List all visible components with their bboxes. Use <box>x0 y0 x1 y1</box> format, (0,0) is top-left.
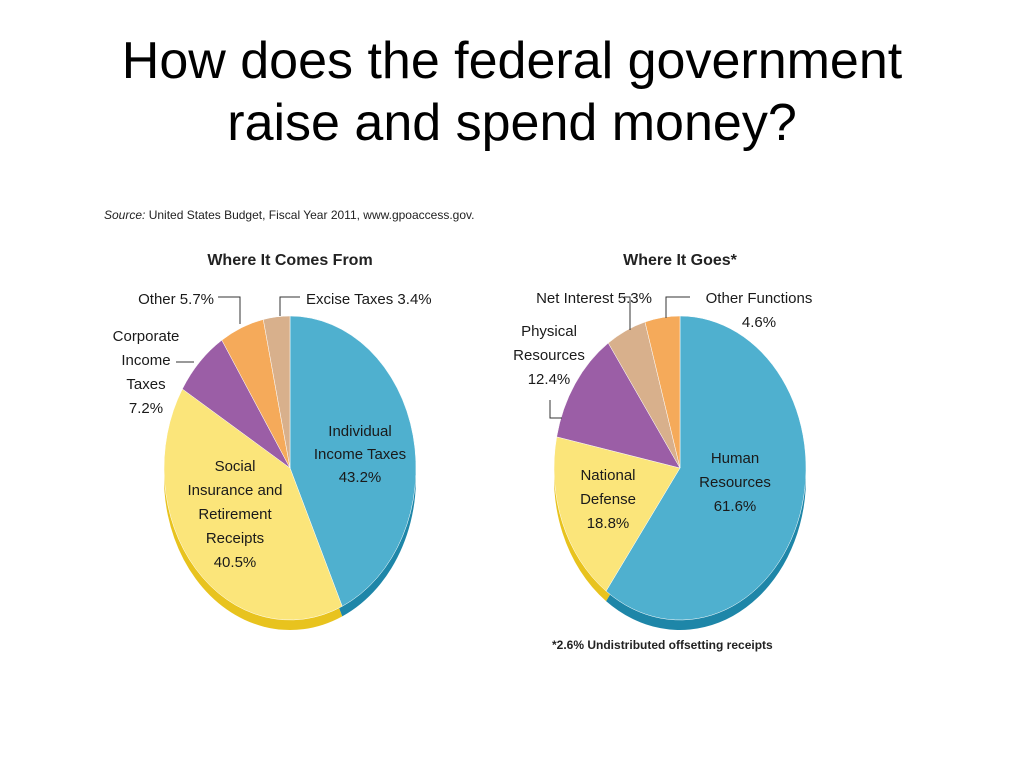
slide-title-line-1: How does the federal government <box>121 32 903 90</box>
footnote: *2.6% Undistributed offsetting receipts <box>552 638 773 652</box>
chart2-label-human: Human Resources 61.6% <box>699 450 771 515</box>
chart2-slice-other-functions <box>644 315 681 469</box>
chart2-title: Where It Goes* <box>623 252 737 269</box>
chart1-label-excise: Excise Taxes 3.4% <box>306 291 432 308</box>
source-prefix: Source: <box>104 208 146 222</box>
leader-line-4 <box>665 296 690 318</box>
source-text: United States Budget, Fiscal Year 2011, … <box>148 208 475 222</box>
chart1-slice-social-insurance-and-retirement-receipts <box>163 388 343 621</box>
chart1-label-corporate: Corporate Income Taxes 7.2% <box>112 328 180 417</box>
slide-title-line-2: raise and spend money? <box>227 94 797 152</box>
chart2-slice-physical-resources <box>556 342 681 469</box>
slide-title: How does the federal government raise an… <box>0 30 1024 154</box>
leader-line-5 <box>549 400 562 419</box>
chart2-slice-national-defense <box>553 436 681 592</box>
chart2-slice-human-resources <box>605 315 807 621</box>
chart1-label-individual: Individual Income Taxes 43.2% <box>313 423 407 486</box>
chart1-label-other: Other 5.7% <box>138 291 214 308</box>
leader-line-0 <box>218 296 241 324</box>
chart1-slice-excise-taxes <box>263 315 291 469</box>
chart2-label-physical: Physical Resources 12.4% <box>513 323 585 388</box>
leader-line-3 <box>624 296 631 330</box>
leader-line-1 <box>279 296 300 316</box>
chart2-label-other: Other Functions 4.6% <box>705 290 813 331</box>
chart2-label-defense: National Defense 18.8% <box>580 467 636 532</box>
chart1-slice-individual-income-taxes <box>289 315 417 607</box>
source-note: Source: United States Budget, Fiscal Yea… <box>104 208 474 222</box>
chart1-title: Where It Comes From <box>207 252 373 269</box>
chart2-label-interest: Net Interest 5.3% <box>536 290 652 307</box>
chart1-label-social: Social Insurance and Retirement Receipts… <box>187 458 283 571</box>
